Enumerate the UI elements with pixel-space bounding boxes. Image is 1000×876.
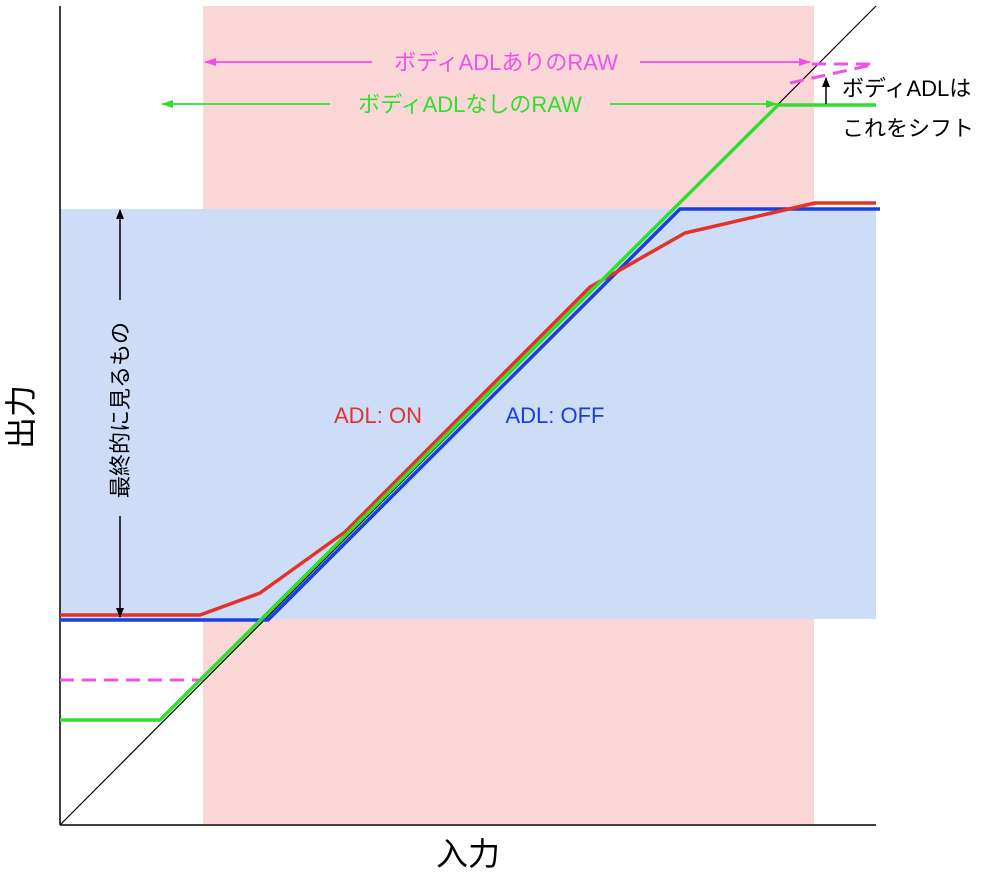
raw-no-adl-label: ボディADLなしのRAW [358, 92, 582, 117]
y-axis-title: 出力 [3, 385, 39, 449]
x-axis-title: 入力 [436, 836, 500, 872]
adl-off-curve [60, 207, 880, 622]
raw-with-adl-high-dash [789, 62, 877, 85]
final-visible-label: 最終的に見るもの [108, 322, 133, 498]
shift-note-line1: ボディADLは [842, 76, 971, 101]
raw-no-adl-curve [60, 103, 876, 722]
raw-no-adl-label-background [354, 92, 587, 117]
adl-off-label: ADL: OFF [505, 403, 604, 428]
shift-note-line2: これをシフト [842, 116, 974, 141]
raw-with-adl-label: ボディADLありのRAW [394, 50, 618, 75]
raw-with-adl-label-background [390, 50, 623, 75]
adl-on-curve [60, 201, 876, 617]
adl-on-label: ADL: ON [334, 403, 422, 428]
